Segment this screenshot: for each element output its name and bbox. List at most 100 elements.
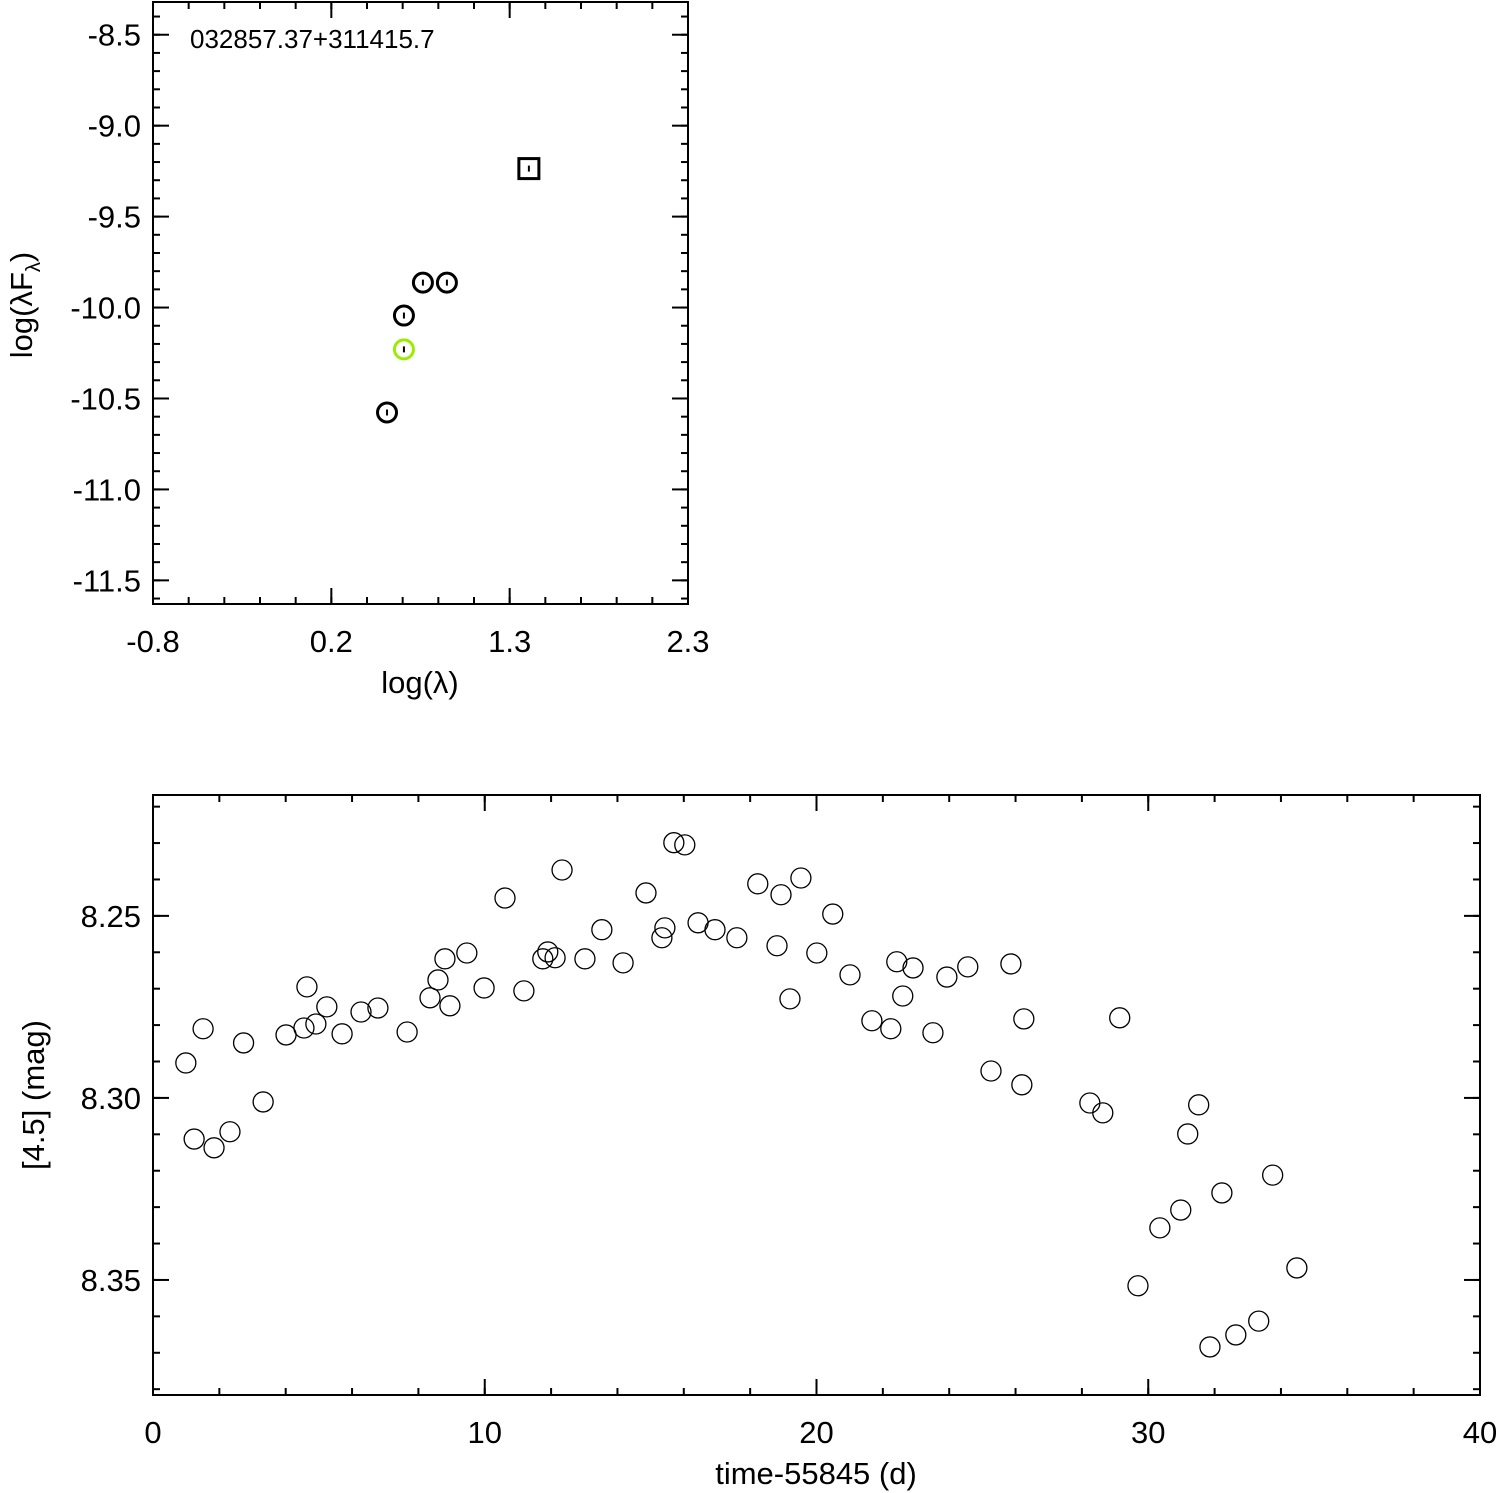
lc-data-point bbox=[612, 952, 634, 974]
sed-point-circle bbox=[435, 271, 458, 294]
lc-data-point bbox=[367, 997, 389, 1019]
lc-data-point bbox=[275, 1024, 297, 1046]
lc-data-point bbox=[1000, 953, 1022, 975]
lc-data-point bbox=[296, 976, 318, 998]
lc-data-point bbox=[822, 903, 844, 925]
sed-x-tick-label: 1.3 bbox=[488, 624, 531, 659]
lc-data-point bbox=[1188, 1094, 1210, 1116]
lc-x-tick-label: 40 bbox=[1463, 1415, 1497, 1450]
lc-data-point bbox=[427, 969, 449, 991]
lc-data-point bbox=[902, 957, 924, 979]
lc-data-point bbox=[551, 859, 573, 881]
lc-data-point bbox=[674, 834, 696, 856]
sed-point-circle bbox=[411, 271, 434, 294]
sed-y-label-sub: λ bbox=[23, 262, 45, 272]
lc-x-tick-label: 30 bbox=[1131, 1415, 1165, 1450]
lc-data-point bbox=[1149, 1217, 1171, 1239]
lc-data-point bbox=[1013, 1008, 1035, 1030]
sed-y-tick-label: -11.5 bbox=[73, 563, 141, 598]
lc-data-point bbox=[922, 1022, 944, 1044]
sed-y-label-main: log(λF bbox=[4, 272, 39, 358]
lc-y-label: [4.5] (mag) bbox=[16, 1020, 51, 1170]
lc-data-point bbox=[591, 919, 613, 941]
lc-data-point bbox=[293, 1017, 315, 1039]
sed-point-circle bbox=[376, 401, 399, 424]
lc-data-point bbox=[183, 1128, 205, 1150]
lc-data-point bbox=[350, 1001, 372, 1023]
lc-data-point bbox=[747, 873, 769, 895]
lc-x-tick-label: 20 bbox=[799, 1415, 833, 1450]
lc-data-point bbox=[1211, 1182, 1233, 1204]
lc-data-point bbox=[880, 1018, 902, 1040]
lc-data-point bbox=[1199, 1336, 1221, 1358]
lc-data-point bbox=[1286, 1257, 1308, 1279]
sed-point-circle bbox=[392, 304, 415, 327]
lc-data-point bbox=[1011, 1074, 1033, 1096]
sed-y-tick-label: -8.5 bbox=[88, 18, 141, 53]
sed-y-tick-label: -10.5 bbox=[70, 381, 141, 416]
sed-point-square bbox=[517, 157, 541, 181]
lc-data-point bbox=[513, 980, 535, 1002]
lc-data-point bbox=[473, 977, 495, 999]
lc-y-tick-label: 8.35 bbox=[81, 1263, 141, 1298]
lc-data-point bbox=[175, 1052, 197, 1074]
lc-data-point bbox=[704, 919, 726, 941]
lc-data-point bbox=[494, 887, 516, 909]
lc-data-point bbox=[537, 941, 559, 963]
lc-data-point bbox=[936, 966, 958, 988]
sed-y-tick-label: -10.0 bbox=[70, 291, 141, 326]
lc-data-point bbox=[1170, 1199, 1192, 1221]
lc-data-point bbox=[861, 1010, 883, 1032]
lc-data-point bbox=[574, 948, 596, 970]
sed-point-circle bbox=[392, 338, 415, 361]
lc-data-point bbox=[779, 988, 801, 1010]
lc-data-point bbox=[316, 996, 338, 1018]
lc-data-point bbox=[1177, 1123, 1199, 1145]
lc-data-point bbox=[1109, 1007, 1131, 1029]
lc-data-point bbox=[396, 1021, 418, 1043]
sed-x-tick-label: 2.3 bbox=[666, 624, 709, 659]
lc-data-point bbox=[1079, 1092, 1101, 1114]
sed-x-tick-label: 0.2 bbox=[310, 624, 353, 659]
sed-y-tick-label: -9.0 bbox=[88, 109, 141, 144]
sed-y-label: log(λFλ) bbox=[4, 252, 45, 358]
lc-data-point bbox=[654, 917, 676, 939]
lc-data-point bbox=[219, 1121, 241, 1143]
lc-data-point bbox=[790, 867, 812, 889]
lc-data-point bbox=[456, 942, 478, 964]
lc-data-point bbox=[770, 884, 792, 906]
lc-data-point bbox=[439, 995, 461, 1017]
lc-data-point bbox=[419, 987, 441, 1009]
lc-data-point bbox=[886, 951, 908, 973]
lc-data-point bbox=[544, 947, 566, 969]
lc-data-point bbox=[635, 882, 657, 904]
sed-y-tick-label: -9.5 bbox=[88, 200, 141, 235]
lc-data-point bbox=[957, 956, 979, 978]
sed-plot-frame bbox=[152, 1, 689, 605]
sed-title: 032857.37+311415.7 bbox=[190, 24, 435, 54]
lc-x-tick-label: 0 bbox=[144, 1415, 161, 1450]
lc-plot-frame bbox=[152, 794, 1481, 1396]
lc-y-tick-label: 8.25 bbox=[81, 899, 141, 934]
lc-data-point bbox=[232, 1032, 255, 1054]
lc-data-point bbox=[203, 1137, 225, 1159]
lc-x-label: time-55845 (d) bbox=[715, 1456, 917, 1491]
lc-data-point bbox=[726, 927, 748, 949]
lc-data-point bbox=[766, 935, 788, 957]
lc-data-point bbox=[980, 1060, 1002, 1082]
lc-data-point bbox=[434, 948, 456, 970]
lc-data-point bbox=[892, 985, 914, 1007]
lc-data-point bbox=[305, 1013, 327, 1035]
lc-x-tick-label: 10 bbox=[468, 1415, 502, 1450]
lc-data-point bbox=[839, 964, 861, 986]
lc-data-point bbox=[1092, 1102, 1114, 1124]
lc-data-point bbox=[651, 927, 673, 949]
lc-data-point bbox=[331, 1023, 353, 1045]
sed-y-label-close: ) bbox=[4, 252, 39, 262]
lc-data-point bbox=[252, 1091, 274, 1113]
lc-data-point bbox=[1127, 1275, 1149, 1297]
sed-x-label: log(λ) bbox=[381, 665, 459, 700]
sed-y-tick-label: -11.0 bbox=[73, 472, 141, 507]
sed-x-tick-label: -0.8 bbox=[126, 624, 179, 659]
